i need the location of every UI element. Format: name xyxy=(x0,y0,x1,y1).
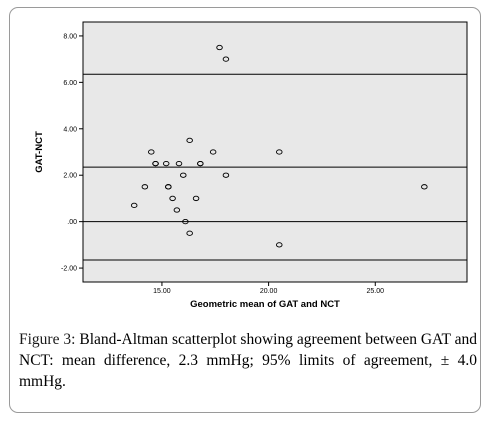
y-axis-ticks: -2.00 .00 2.00 4.00 6.00 8.00 xyxy=(61,33,83,273)
x-axis-label: Geometric mean of GAT and NCT xyxy=(190,299,340,310)
y-tick-label: .00 xyxy=(67,219,77,226)
scatter-chart: -2.00 .00 2.00 4.00 6.00 8.00 15.00 20.00 25.00… xyxy=(34,21,468,310)
data-point xyxy=(186,137,193,144)
data-point xyxy=(197,160,204,167)
y-tick-label: 2.00 xyxy=(63,173,77,180)
figure-label: Figure 3: xyxy=(19,331,76,348)
reference-lines xyxy=(83,73,467,261)
data-point xyxy=(141,184,149,190)
figure-caption: Figure 3: Bland-Altman scatterplot showi… xyxy=(19,329,477,392)
data-point xyxy=(169,195,176,202)
data-point xyxy=(276,242,283,248)
data-point xyxy=(216,44,223,51)
data-point xyxy=(148,149,155,155)
data-point xyxy=(173,207,181,213)
data-point xyxy=(180,172,187,178)
y-tick-label: 4.00 xyxy=(63,126,77,133)
data-point xyxy=(186,230,193,236)
data-point xyxy=(192,195,200,202)
data-point xyxy=(130,202,138,209)
data-point xyxy=(182,218,189,225)
data-point xyxy=(162,160,170,167)
x-axis-ticks: 15.00 20.00 25.00 xyxy=(153,282,384,295)
data-point xyxy=(276,149,283,155)
y-tick-label: 6.00 xyxy=(63,80,77,87)
x-tick-label: 20.00 xyxy=(260,288,278,295)
y-axis-label: GAT-NCT xyxy=(34,131,45,173)
data-point xyxy=(209,149,217,155)
x-tick-label: 25.00 xyxy=(367,288,385,295)
data-point xyxy=(222,56,230,62)
x-tick-label: 15.00 xyxy=(153,288,171,295)
data-point xyxy=(175,160,183,167)
data-point xyxy=(152,160,159,167)
y-tick-label: -2.00 xyxy=(61,266,77,273)
data-point xyxy=(421,184,428,190)
caption-text: Bland-Altman scatterplot showing agreeme… xyxy=(19,331,478,390)
data-points xyxy=(130,44,428,248)
y-tick-label: 8.00 xyxy=(63,33,77,40)
plot-area xyxy=(82,21,468,283)
data-point xyxy=(222,172,230,178)
data-point xyxy=(165,184,172,190)
